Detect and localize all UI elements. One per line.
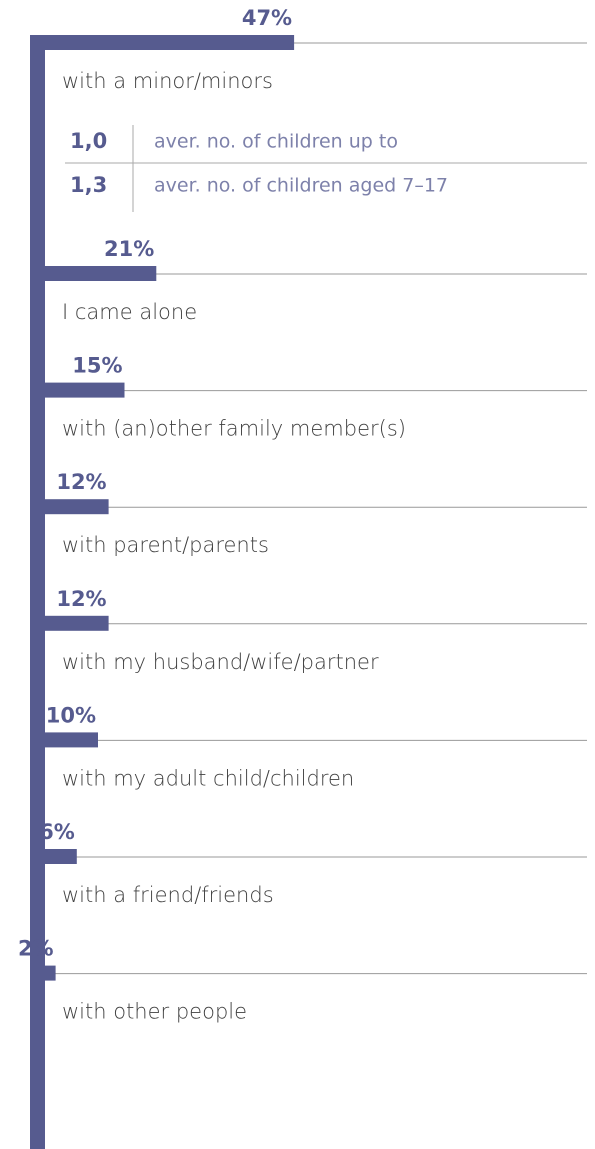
note-value: 1,0 — [70, 129, 107, 153]
category-label: with my husband/wife/partner — [62, 650, 379, 674]
bar — [45, 849, 77, 864]
bar — [45, 266, 157, 281]
bar — [45, 615, 109, 631]
value-label: 12% — [56, 587, 106, 611]
value-label: 47% — [242, 6, 292, 30]
bar — [45, 732, 98, 748]
value-label: 21% — [104, 237, 154, 261]
category-label: with a minor/minors — [62, 69, 273, 93]
category-label: with parent/parents — [62, 533, 269, 557]
value-label: 2% — [18, 937, 54, 961]
category-label: with (an)other family member(s) — [62, 417, 406, 441]
value-label: 6% — [39, 820, 75, 844]
note-text: aver. no. of children up to — [154, 131, 398, 153]
category-label: with my adult child/children — [62, 766, 354, 790]
bar — [45, 499, 109, 515]
bar — [45, 382, 125, 398]
note-value: 1,3 — [70, 173, 107, 197]
bar — [45, 965, 56, 981]
category-label: with other people — [62, 1000, 247, 1024]
category-label: I came alone — [62, 300, 197, 324]
value-label: 10% — [46, 703, 96, 727]
axis — [30, 35, 45, 1149]
value-label: 15% — [72, 354, 122, 378]
bar — [45, 35, 295, 50]
value-label: 12% — [56, 470, 106, 494]
category-label: with a friend/friends — [62, 883, 274, 907]
note-text: aver. no. of children aged 7–17 — [154, 175, 448, 197]
